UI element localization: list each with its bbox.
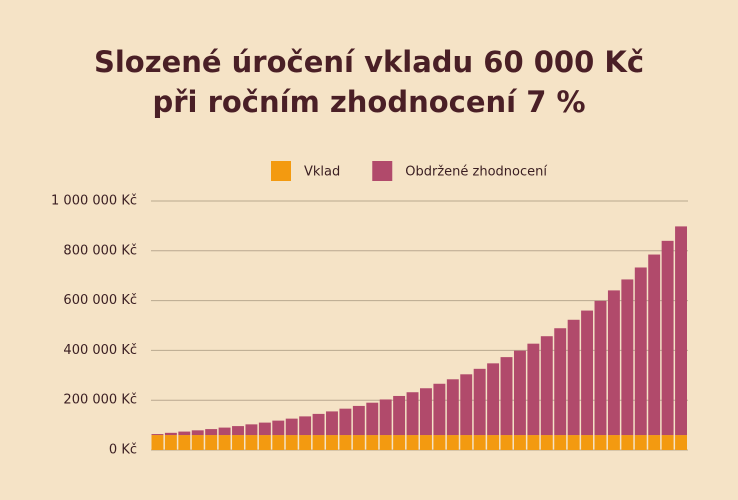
bar-segment bbox=[258, 422, 271, 436]
bar-segment bbox=[648, 254, 661, 436]
bar-segment bbox=[527, 343, 540, 436]
bar-segment bbox=[634, 435, 647, 450]
bar-segment bbox=[513, 350, 526, 436]
bar-segment bbox=[446, 435, 459, 450]
bar-segment bbox=[487, 363, 500, 436]
y-tick-label: 400 000 Kč bbox=[63, 343, 137, 358]
bar-segment bbox=[446, 379, 459, 436]
bar-segment bbox=[379, 435, 392, 450]
bar-segment bbox=[258, 435, 271, 450]
chart-title: při ročním zhodnocení 7 % bbox=[152, 85, 585, 119]
bar-segment bbox=[460, 435, 473, 450]
bar-segment bbox=[607, 290, 620, 436]
legend-swatch bbox=[271, 161, 291, 181]
bar-segment bbox=[232, 426, 244, 436]
bar-segment bbox=[245, 424, 258, 436]
bar-segment bbox=[326, 435, 338, 450]
bar-segment bbox=[326, 411, 338, 436]
legend-swatch bbox=[372, 161, 393, 181]
bar-segment bbox=[540, 336, 553, 436]
bar-segment bbox=[191, 435, 204, 450]
bar-segment bbox=[151, 435, 164, 450]
bar-segment bbox=[191, 430, 204, 436]
bar-segment bbox=[218, 435, 231, 450]
bar-segment bbox=[366, 435, 379, 450]
bar-segment bbox=[567, 435, 580, 450]
bar-segment bbox=[312, 435, 325, 450]
bar-segment bbox=[285, 435, 298, 450]
y-tick-label: 600 000 Kč bbox=[63, 293, 137, 308]
bar-segment bbox=[554, 328, 567, 436]
bar-segment bbox=[473, 368, 486, 436]
bar-segment bbox=[487, 435, 500, 450]
bar-segment bbox=[554, 435, 567, 450]
y-tick-label: 200 000 Kč bbox=[63, 393, 137, 408]
bar-segment bbox=[352, 435, 365, 450]
legend-label: Vklad bbox=[304, 165, 340, 180]
bar-segment bbox=[621, 435, 634, 450]
bar-segment bbox=[675, 226, 687, 436]
bar-segment bbox=[500, 435, 513, 450]
bar-segment bbox=[648, 435, 661, 450]
bar-segment bbox=[594, 435, 607, 450]
bar-segment bbox=[500, 357, 513, 436]
bar-segment bbox=[164, 432, 177, 436]
bar-segment bbox=[366, 402, 379, 436]
bar-segment bbox=[594, 300, 607, 436]
bar-segment bbox=[675, 435, 687, 450]
bar-segment bbox=[406, 435, 419, 450]
bar-segment bbox=[661, 435, 674, 450]
bar-segment bbox=[460, 374, 473, 436]
bar-segment bbox=[540, 435, 553, 450]
bar-segment bbox=[607, 435, 620, 450]
bar-segment bbox=[339, 408, 352, 436]
bar-segment bbox=[433, 383, 446, 436]
legend-label: Obdržené zhodnocení bbox=[405, 165, 547, 180]
bar-segment bbox=[312, 413, 325, 436]
bar-segment bbox=[245, 435, 258, 450]
bar-segment bbox=[379, 399, 392, 436]
bar-segment bbox=[527, 435, 540, 450]
bar-segment bbox=[661, 240, 674, 436]
bar-segment bbox=[621, 279, 634, 436]
bar-segment bbox=[178, 431, 191, 436]
bar-segment bbox=[299, 435, 312, 450]
bar-segment bbox=[339, 435, 352, 450]
bar-segment bbox=[420, 435, 432, 450]
bar-segment bbox=[151, 434, 164, 436]
bar-segment bbox=[634, 267, 647, 436]
bar-segment bbox=[420, 388, 432, 436]
bar-segment bbox=[581, 310, 594, 436]
bar-segment bbox=[393, 395, 406, 436]
y-tick-label: 1 000 000 Kč bbox=[51, 194, 137, 209]
bar-segment bbox=[205, 435, 218, 450]
y-tick-label: 0 Kč bbox=[109, 443, 137, 458]
bar-segment bbox=[272, 420, 285, 436]
bar-segment bbox=[299, 416, 312, 436]
bar-segment bbox=[433, 435, 446, 450]
bar-segment bbox=[513, 435, 526, 450]
bar-segment bbox=[164, 435, 177, 450]
bar-segment bbox=[393, 435, 406, 450]
bar-segment bbox=[581, 435, 594, 450]
bar-segment bbox=[205, 429, 218, 436]
bar-segment bbox=[406, 392, 419, 436]
bar-segment bbox=[232, 435, 244, 450]
bar-segment bbox=[352, 405, 365, 436]
y-tick-label: 800 000 Kč bbox=[63, 243, 137, 258]
chart-title: Slozené úročení vkladu 60 000 Kč bbox=[94, 45, 644, 79]
bar-segment bbox=[178, 435, 191, 450]
bar-segment bbox=[218, 427, 231, 436]
bar-segment bbox=[567, 319, 580, 436]
bar-segment bbox=[473, 435, 486, 450]
bar-segment bbox=[285, 418, 298, 436]
bar-segment bbox=[272, 435, 285, 450]
